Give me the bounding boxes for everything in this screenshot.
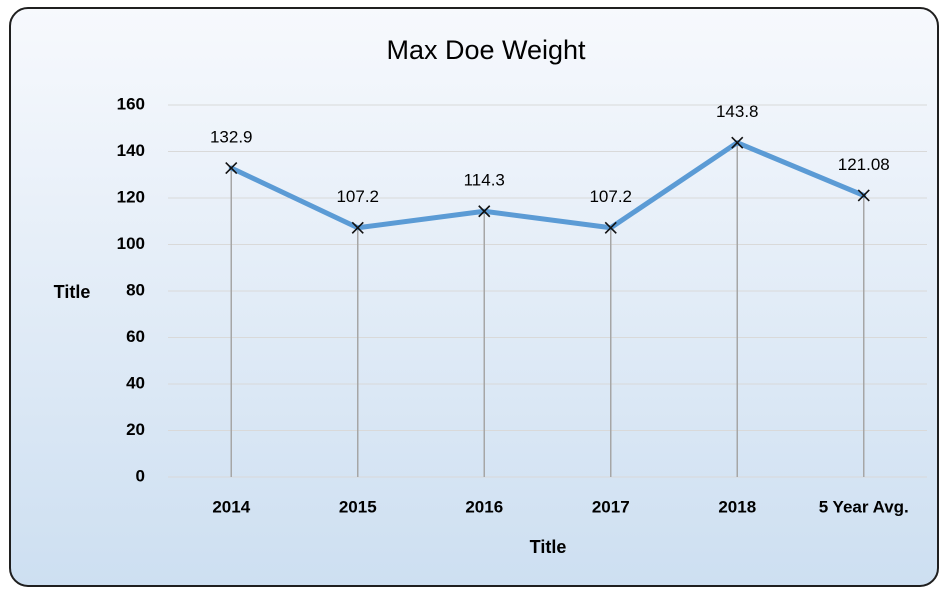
data-label: 114.3 — [464, 171, 505, 190]
marker — [857, 189, 870, 202]
data-label: 121.08 — [838, 155, 890, 174]
y-tick-label: 120 — [117, 187, 145, 206]
data-label: 143.8 — [716, 102, 759, 121]
data-label: 132.9 — [210, 127, 253, 146]
x-tick-label: 2017 — [592, 497, 630, 516]
data-line — [228, 140, 867, 231]
x-axis-title: Title — [530, 537, 567, 557]
y-axis-title: Title — [54, 282, 91, 302]
y-tick-label: 80 — [126, 280, 145, 299]
x-tick-label: 2016 — [465, 497, 503, 516]
y-tick-label: 20 — [126, 420, 145, 439]
x-tick-label: 2014 — [212, 497, 250, 516]
y-tick-label: 40 — [126, 373, 145, 392]
y-tick-label: 60 — [126, 327, 145, 346]
y-tick-label: 0 — [136, 466, 145, 485]
chart-title: Max Doe Weight — [386, 35, 586, 65]
y-tick-label: 160 — [117, 94, 145, 113]
data-label: 107.2 — [336, 187, 379, 206]
y-tick-label: 100 — [117, 234, 145, 253]
marker — [731, 136, 744, 149]
x-tick-label: 2015 — [339, 497, 377, 516]
marker — [351, 221, 364, 234]
x-tick-label: 5 Year Avg. — [819, 497, 909, 516]
marker — [604, 221, 617, 234]
x-tick-label: 2018 — [718, 497, 756, 516]
marker — [478, 205, 491, 218]
data-label: 107.2 — [589, 187, 632, 206]
marker — [225, 161, 238, 175]
y-tick-label: 140 — [117, 141, 145, 160]
chart-frame — [9, 7, 939, 587]
